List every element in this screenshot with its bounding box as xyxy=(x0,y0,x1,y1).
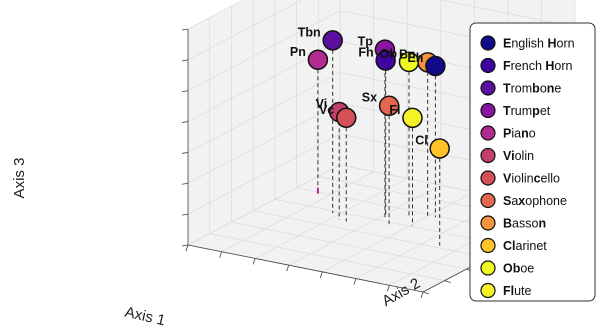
z-tick xyxy=(181,59,189,62)
legend-entry: Oboe xyxy=(503,262,534,276)
x-tick xyxy=(286,265,290,272)
legend-swatch xyxy=(480,215,496,231)
grid-line xyxy=(221,171,374,253)
legend-entry: Violincello xyxy=(503,172,560,186)
legend-swatch xyxy=(480,125,496,141)
data-point-tbn xyxy=(322,30,343,51)
x-tick xyxy=(353,278,357,285)
grid-line xyxy=(187,10,341,92)
grid-line xyxy=(187,0,303,61)
legend-entry: Saxophone xyxy=(503,194,567,208)
grid-line xyxy=(288,184,441,266)
legend-swatch xyxy=(480,102,496,119)
data-point-eh xyxy=(425,55,446,77)
legend-swatch xyxy=(480,237,496,254)
z-tick xyxy=(181,28,189,31)
data-point-pn xyxy=(307,49,329,71)
x-tick xyxy=(185,244,189,252)
z-axis-label: Axis 3 xyxy=(11,158,28,199)
point-label-tbn: Tbn xyxy=(298,25,321,39)
legend: English Horn French Horn Trombone Trumpet Pi… xyxy=(469,22,596,302)
z-tick xyxy=(181,213,189,216)
grid-line xyxy=(253,210,489,259)
legend-entry: English Horn xyxy=(503,37,575,51)
data-point-vc xyxy=(336,107,357,129)
pn-floor-tick xyxy=(316,187,319,194)
grid-line xyxy=(254,178,408,259)
data-point-fl xyxy=(402,107,423,129)
grid-line xyxy=(187,133,341,215)
legend-entry: French Horn xyxy=(503,59,573,73)
grid-line xyxy=(209,233,445,281)
point-label-fl: Fl xyxy=(389,103,400,117)
x-tick xyxy=(387,285,390,292)
x-tick xyxy=(319,271,323,278)
legend-entry: Trumpet xyxy=(503,104,551,118)
y-tick xyxy=(422,291,430,295)
legend-entry: Basson xyxy=(503,217,546,231)
legend-entry: Clarinet xyxy=(503,239,547,253)
point-label-sx: Sx xyxy=(362,91,377,105)
z-tick xyxy=(181,244,189,247)
z-tick xyxy=(181,121,189,123)
point-label-tp: Tp xyxy=(358,35,374,49)
legend-frame xyxy=(469,22,596,302)
legend-swatch xyxy=(480,80,496,96)
z-tick xyxy=(181,90,189,93)
grid-line xyxy=(187,164,341,246)
legend-swatch xyxy=(480,57,496,74)
point-label-vi: Vi xyxy=(316,97,328,111)
data-point-fh xyxy=(375,50,396,71)
legend-swatch xyxy=(480,282,496,299)
legend-swatch xyxy=(480,260,496,276)
point-label-pn: Pn xyxy=(290,45,306,59)
legend-entry: Violin xyxy=(503,149,534,163)
legend-swatch xyxy=(480,35,496,51)
point-label-vc: Vc xyxy=(319,103,334,117)
x-tick xyxy=(420,291,424,299)
data-points xyxy=(307,30,450,194)
z-tick xyxy=(181,152,189,154)
point-label-fh: Fh xyxy=(358,46,373,60)
x-tick xyxy=(219,251,222,258)
y-tick xyxy=(444,280,451,283)
legend-entry: Piano xyxy=(503,127,536,141)
data-point-sx xyxy=(378,95,400,116)
legend-swatch xyxy=(480,192,496,209)
point-label-ob: Ob xyxy=(380,47,398,61)
grid-line xyxy=(187,102,341,184)
x-axis-line xyxy=(187,244,424,293)
data-point-cl xyxy=(429,138,450,159)
z-tick xyxy=(181,182,189,185)
grid-line xyxy=(438,0,576,28)
x-axis-label: Axis 1 xyxy=(123,304,167,329)
legend-entry: Flute xyxy=(503,284,532,298)
point-label-eh: Eh xyxy=(407,51,423,65)
grid-line xyxy=(187,0,244,30)
grid-line xyxy=(322,191,475,273)
point-label-cl: Cl xyxy=(415,133,428,147)
x-tick xyxy=(252,258,256,265)
grid-line xyxy=(231,221,467,270)
legend-swatch xyxy=(480,147,496,164)
legend-swatch xyxy=(480,170,496,186)
legend-entry: Trombone xyxy=(503,82,561,96)
point-label-bn: Bn xyxy=(399,47,416,61)
grid-line xyxy=(187,72,341,153)
